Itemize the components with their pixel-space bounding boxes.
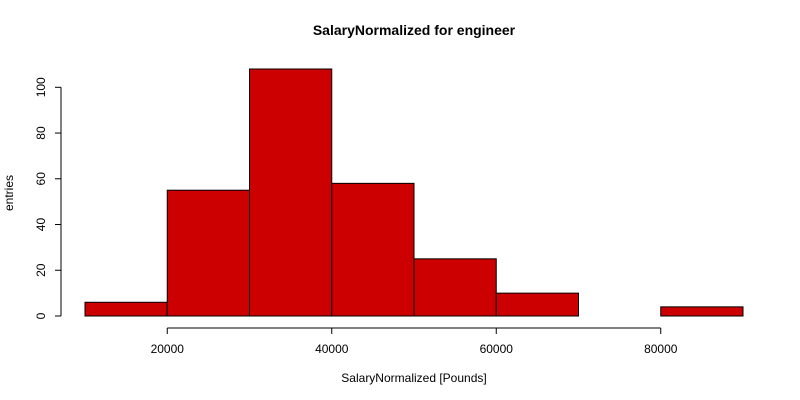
y-tick-label-5: 100	[34, 77, 48, 97]
histogram-bar-7	[660, 306, 744, 317]
histogram-bar-4	[413, 258, 497, 317]
histogram-bar-1	[166, 189, 250, 317]
histogram-bar-3	[331, 182, 415, 317]
histogram-bar-2	[249, 68, 333, 317]
x-tick-label-2: 60000	[480, 342, 514, 356]
y-axis-label: entries	[2, 175, 16, 211]
bars-group	[84, 68, 744, 317]
y-tick-label-3: 60	[34, 172, 48, 186]
y-tick-label-2: 40	[34, 218, 48, 232]
x-axis-label: SalaryNormalized [Pounds]	[341, 371, 486, 385]
x-tick-label-0: 20000	[151, 342, 185, 356]
x-tick-label-3: 80000	[644, 342, 678, 356]
x-axis-ticks: 20000 40000 60000 80000	[151, 328, 678, 356]
histogram-bar-0	[84, 301, 168, 317]
histogram-bar-5	[495, 292, 579, 317]
y-tick-label-4: 80	[34, 126, 48, 140]
y-axis-ticks: 0 20 40 60 80 100	[34, 77, 61, 319]
y-tick-label-0: 0	[34, 312, 48, 319]
x-tick-label-1: 40000	[315, 342, 349, 356]
y-tick-label-1: 20	[34, 263, 48, 277]
chart-title: SalaryNormalized for engineer	[313, 22, 516, 38]
